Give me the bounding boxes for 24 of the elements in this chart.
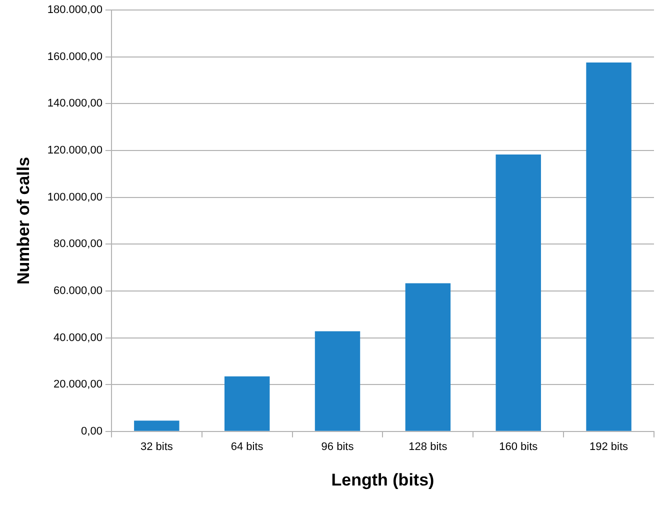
y-tick-label: 0,00	[81, 425, 102, 438]
y-tick-label: 80.000,00	[54, 238, 102, 250]
x-tick-label: 192 bits	[590, 441, 629, 454]
bar	[405, 283, 451, 431]
x-tick-label: 32 bits	[140, 441, 174, 454]
x-tick-label: 160 bits	[499, 441, 538, 454]
y-tick-label: 20.000,00	[54, 378, 102, 391]
y-tick-label: 40.000,00	[54, 332, 102, 344]
bar	[314, 331, 360, 431]
y-tick-label: 60.000,00	[54, 284, 102, 297]
y-tick-label: 160.000,00	[47, 50, 102, 63]
bar	[496, 154, 541, 431]
y-tick-label: 180.000,00	[47, 4, 102, 16]
y-tick-label: 120.000,00	[47, 144, 102, 156]
y-axis-title: Number of calls	[14, 156, 33, 284]
bar	[586, 62, 632, 431]
x-tick-label: 96 bits	[321, 441, 354, 454]
bar	[134, 420, 180, 431]
x-tick-label: 128 bits	[408, 441, 448, 454]
y-tick-label: 140.000,00	[47, 98, 102, 110]
bar	[224, 376, 270, 431]
x-axis-title: Length (bits)	[331, 470, 434, 490]
y-tick-label: 100.000,00	[47, 191, 102, 204]
x-tick-label: 64 bits	[230, 441, 264, 454]
